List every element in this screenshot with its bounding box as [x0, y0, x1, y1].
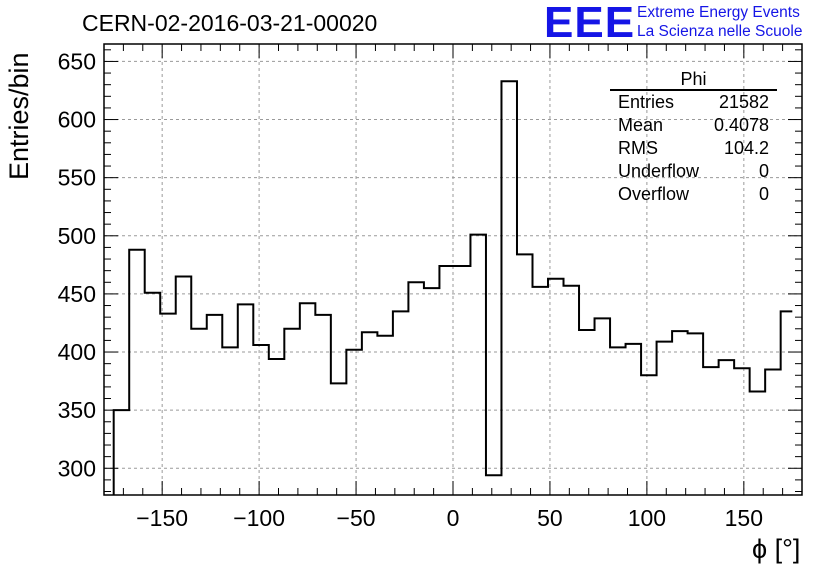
histogram-bin: [703, 367, 719, 495]
stats-row: Mean 0.4078: [610, 114, 777, 137]
stats-value: 0: [758, 161, 769, 181]
histogram-bin: [191, 329, 207, 495]
histogram-bin: [470, 235, 486, 495]
stats-value: 104.2: [723, 138, 769, 158]
histogram-bin: [176, 276, 192, 495]
stats-value: 0: [758, 184, 769, 204]
histogram-bin: [641, 375, 657, 495]
x-tick-label: 50: [537, 505, 563, 531]
histogram-bin: [781, 311, 793, 495]
histogram-bin: [486, 475, 502, 495]
histogram-bin: [129, 250, 145, 495]
stats-row: Underflow 0: [610, 160, 777, 183]
histogram-bin: [408, 282, 424, 495]
histogram-bin: [734, 368, 750, 495]
tick-labels: −150 −100 −50 0 50 100 150 300 350 400 450 500 550 60…: [58, 48, 763, 531]
logo-caption-line2: La Scienza nelle Scuole: [637, 23, 803, 40]
histogram-series: [112, 80, 793, 495]
histogram-bin: [377, 336, 393, 495]
histogram-bin: [579, 330, 595, 495]
stats-label: Mean: [618, 115, 664, 135]
histogram-bin: [750, 392, 766, 495]
histogram-bin: [532, 287, 548, 495]
y-tick-label: 400: [58, 339, 96, 365]
y-tick-label: 650: [58, 48, 96, 74]
histogram-bin: [610, 347, 626, 495]
histogram-bin: [207, 315, 223, 495]
x-tick-label: 0: [447, 505, 460, 531]
grid-lines: [104, 44, 802, 495]
histogram-bin: [114, 410, 130, 495]
y-tick-label: 600: [58, 107, 96, 133]
y-tick-label: 300: [58, 455, 96, 481]
histogram-bin: [501, 81, 517, 495]
histogram-bin: [238, 304, 254, 495]
histogram-bin: [548, 279, 564, 495]
stats-value: 0.4078: [713, 115, 769, 135]
x-axis-label: ϕ [°]: [752, 534, 801, 564]
chart-title: CERN-02-2016-03-21-00020: [82, 10, 378, 36]
stats-value: 21582: [718, 92, 769, 112]
histogram-bin: [688, 333, 704, 495]
histogram-bin: [362, 332, 378, 495]
histogram-bin: [253, 345, 269, 495]
x-tick-label: −100: [233, 505, 285, 531]
stats-title: Phi: [610, 70, 777, 91]
logo-caption: Extreme Energy Events La Scienza nelle S…: [637, 3, 802, 41]
histogram-bin: [145, 293, 161, 495]
histogram-bin: [222, 347, 238, 495]
histogram-bin: [439, 266, 455, 495]
histogram-bin: [517, 254, 533, 495]
histogram-outline: [112, 80, 793, 495]
logo-caption-line1: Extreme Energy Events: [637, 4, 800, 21]
histogram-bin: [719, 360, 735, 495]
histogram-bin: [284, 329, 300, 495]
y-axis-label: Entries/bin: [4, 52, 34, 180]
axes: [103, 43, 803, 496]
stats-row: Entries 21582: [610, 91, 777, 114]
y-tick-label: 450: [58, 281, 96, 307]
histogram-bin: [300, 303, 316, 495]
y-tick-label: 350: [58, 397, 96, 423]
stats-label: RMS: [618, 138, 658, 158]
x-tick-label: −50: [337, 505, 376, 531]
x-tick-label: 100: [628, 505, 666, 531]
stats-label: Entries: [618, 92, 675, 112]
histogram-bin: [424, 288, 440, 495]
stats-label: Overflow: [618, 184, 690, 204]
x-tick-label: −150: [136, 505, 188, 531]
histogram-bin: [393, 311, 409, 495]
stats-label: Underflow: [618, 161, 700, 181]
x-tick-label: 150: [725, 505, 763, 531]
histogram-bin: [564, 286, 580, 495]
histogram-bin: [595, 318, 611, 495]
stats-row: RMS 104.2: [610, 137, 777, 160]
histogram-bin: [346, 350, 362, 495]
histogram-bin: [455, 266, 471, 495]
stats-row: Overflow 0: [610, 183, 777, 206]
y-tick-label: 500: [58, 223, 96, 249]
histogram-bin: [331, 383, 347, 495]
histogram-bin: [269, 359, 285, 495]
histogram-bin: [672, 331, 688, 495]
histogram-bin: [160, 314, 176, 495]
y-tick-label: 550: [58, 165, 96, 191]
histogram-bin: [765, 369, 781, 495]
histogram-bin: [315, 315, 331, 495]
histogram-bin: [657, 342, 673, 495]
stats-box: Phi Entries 21582 Mean 0.4078 RMS 104.2 Und…: [610, 70, 777, 206]
eee-logo: EEE: [544, 0, 636, 47]
histogram-bin: [626, 344, 642, 495]
